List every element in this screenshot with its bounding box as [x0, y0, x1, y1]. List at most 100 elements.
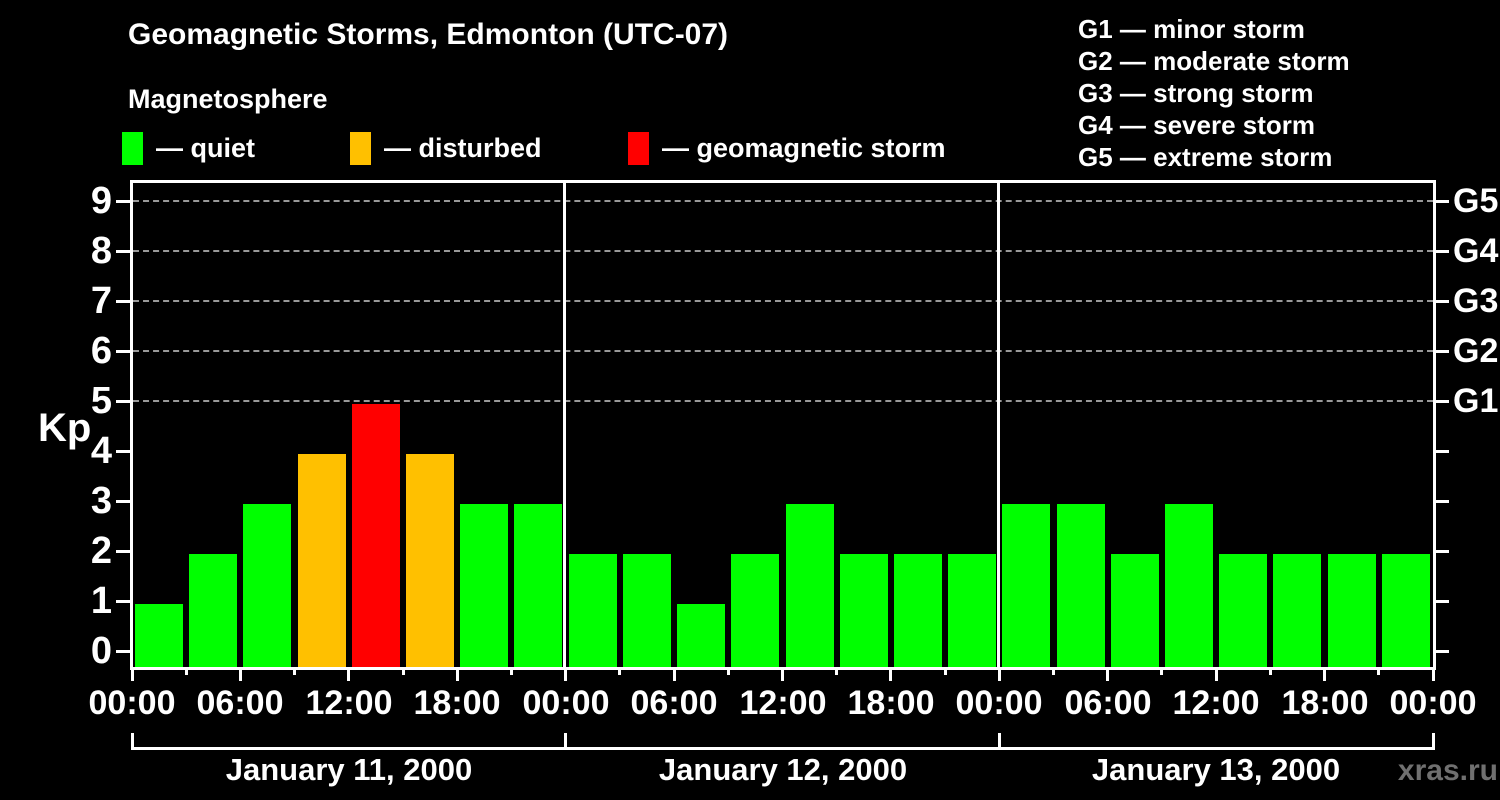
chart-subtitle: Magnetosphere [128, 84, 328, 114]
watermark: xras.ru [1397, 754, 1498, 787]
x-tick [998, 667, 1001, 681]
y-tick-right [1433, 500, 1449, 503]
day-bracket-tick [564, 733, 567, 750]
grid-line-kp8 [133, 250, 1433, 252]
kp-bar-day1-slot8 [514, 504, 562, 667]
kp-bar-day2-slot6 [840, 554, 888, 667]
y-tick-left [116, 450, 132, 453]
kp-bar-day3-slot7 [1328, 554, 1376, 667]
x-tick [1323, 667, 1326, 681]
kp-bar-day1-slot2 [189, 554, 237, 667]
kp-bar-day2-slot1 [569, 554, 617, 667]
x-tick-label: 06:00 [630, 684, 718, 722]
x-tick [781, 667, 784, 681]
legend-item-quiet: — quiet [122, 130, 255, 166]
y-tick-right [1433, 250, 1449, 253]
y-tick-label: 4 [90, 430, 112, 472]
y-tick-left [116, 400, 132, 403]
x-tick [347, 667, 350, 681]
x-tick [131, 667, 134, 681]
date-label: January 12, 2000 [658, 752, 908, 787]
day-bracket-line [132, 747, 1433, 750]
day-bracket-tick [998, 733, 1001, 750]
g-legend-line: G4 — severe storm [1078, 110, 1316, 140]
grid-line-kp6 [133, 350, 1433, 352]
g-legend-line: G2 — moderate storm [1078, 46, 1350, 76]
day-separator [563, 183, 566, 667]
y-tick-left [116, 300, 132, 303]
quiet-swatch [122, 131, 143, 165]
y-tick-label: 7 [90, 280, 112, 322]
kp-bar-day3-slot8 [1382, 554, 1430, 667]
g-axis-label: G3 [1453, 282, 1499, 320]
g-axis-label: G5 [1453, 182, 1499, 220]
x-tick-label: 18:00 [1281, 684, 1369, 722]
y-tick-label: 6 [90, 330, 112, 372]
legend-item-label: — disturbed [384, 132, 542, 163]
y-tick-label: 1 [90, 580, 112, 622]
y-tick-right [1433, 350, 1449, 353]
day-separator [997, 183, 1000, 667]
x-tick-label: 18:00 [847, 684, 935, 722]
legend-item-storm: — geomagnetic storm [628, 130, 946, 166]
date-label: January 13, 2000 [1091, 752, 1341, 787]
x-tick [618, 667, 621, 675]
y-tick-right [1433, 300, 1449, 303]
y-tick-right [1433, 200, 1449, 203]
x-tick [293, 667, 296, 675]
disturbed-swatch [350, 131, 371, 165]
y-tick-right [1433, 550, 1449, 553]
grid-line-kp5 [133, 400, 1433, 402]
kp-bar-day2-slot2 [623, 554, 671, 667]
legend-item-disturbed: — disturbed [350, 130, 542, 166]
kp-bar-day1-slot5 [352, 404, 400, 667]
g-axis-label: G1 [1453, 382, 1499, 420]
x-tick-label: 12:00 [1172, 684, 1260, 722]
x-tick [889, 667, 892, 681]
y-axis-title: Kp [38, 406, 92, 450]
y-tick-label: 8 [90, 230, 112, 272]
y-tick-left [116, 550, 132, 553]
y-tick-left [116, 600, 132, 603]
y-tick-left [116, 250, 132, 253]
y-tick-right [1433, 650, 1449, 653]
day-bracket-tick [1432, 733, 1435, 750]
y-tick-left [116, 200, 132, 203]
g-axis-label: G4 [1453, 232, 1499, 270]
kp-bar-day2-slot3 [677, 604, 725, 667]
g-axis-label: G2 [1453, 332, 1499, 370]
y-tick-label: 0 [90, 630, 112, 672]
x-tick [1106, 667, 1109, 681]
y-tick-label: 5 [90, 380, 112, 422]
x-tick [944, 667, 947, 675]
y-tick-label: 9 [90, 180, 112, 222]
x-tick [239, 667, 242, 681]
x-tick [1052, 667, 1055, 675]
y-tick-left [116, 650, 132, 653]
x-tick-label: 00:00 [522, 684, 610, 722]
kp-bar-day1-slot6 [406, 454, 454, 667]
kp-bar-day3-slot5 [1219, 554, 1267, 667]
x-tick [564, 667, 567, 681]
x-tick-label: 06:00 [196, 684, 284, 722]
x-tick-label: 12:00 [305, 684, 393, 722]
kp-bar-day1-slot1 [135, 604, 183, 667]
day-bracket-tick [131, 733, 134, 750]
y-tick-right [1433, 400, 1449, 403]
date-label: January 11, 2000 [225, 752, 473, 787]
g-scale-legend: G1 — minor storm G2 — moderate storm G3 — … [1078, 13, 1350, 173]
kp-bar-day3-slot2 [1057, 504, 1105, 667]
x-tick [1160, 667, 1163, 675]
kp-bar-day3-slot3 [1111, 554, 1159, 667]
x-tick [185, 667, 188, 675]
grid-line-kp7 [133, 300, 1433, 302]
x-tick-label: 00:00 [88, 684, 176, 722]
x-tick [673, 667, 676, 681]
x-tick-label: 12:00 [739, 684, 827, 722]
g-legend-line: G3 — strong storm [1078, 78, 1314, 108]
y-tick-right [1433, 600, 1449, 603]
kp-bar-day1-slot3 [243, 504, 291, 667]
y-tick-left [116, 500, 132, 503]
x-tick [835, 667, 838, 675]
